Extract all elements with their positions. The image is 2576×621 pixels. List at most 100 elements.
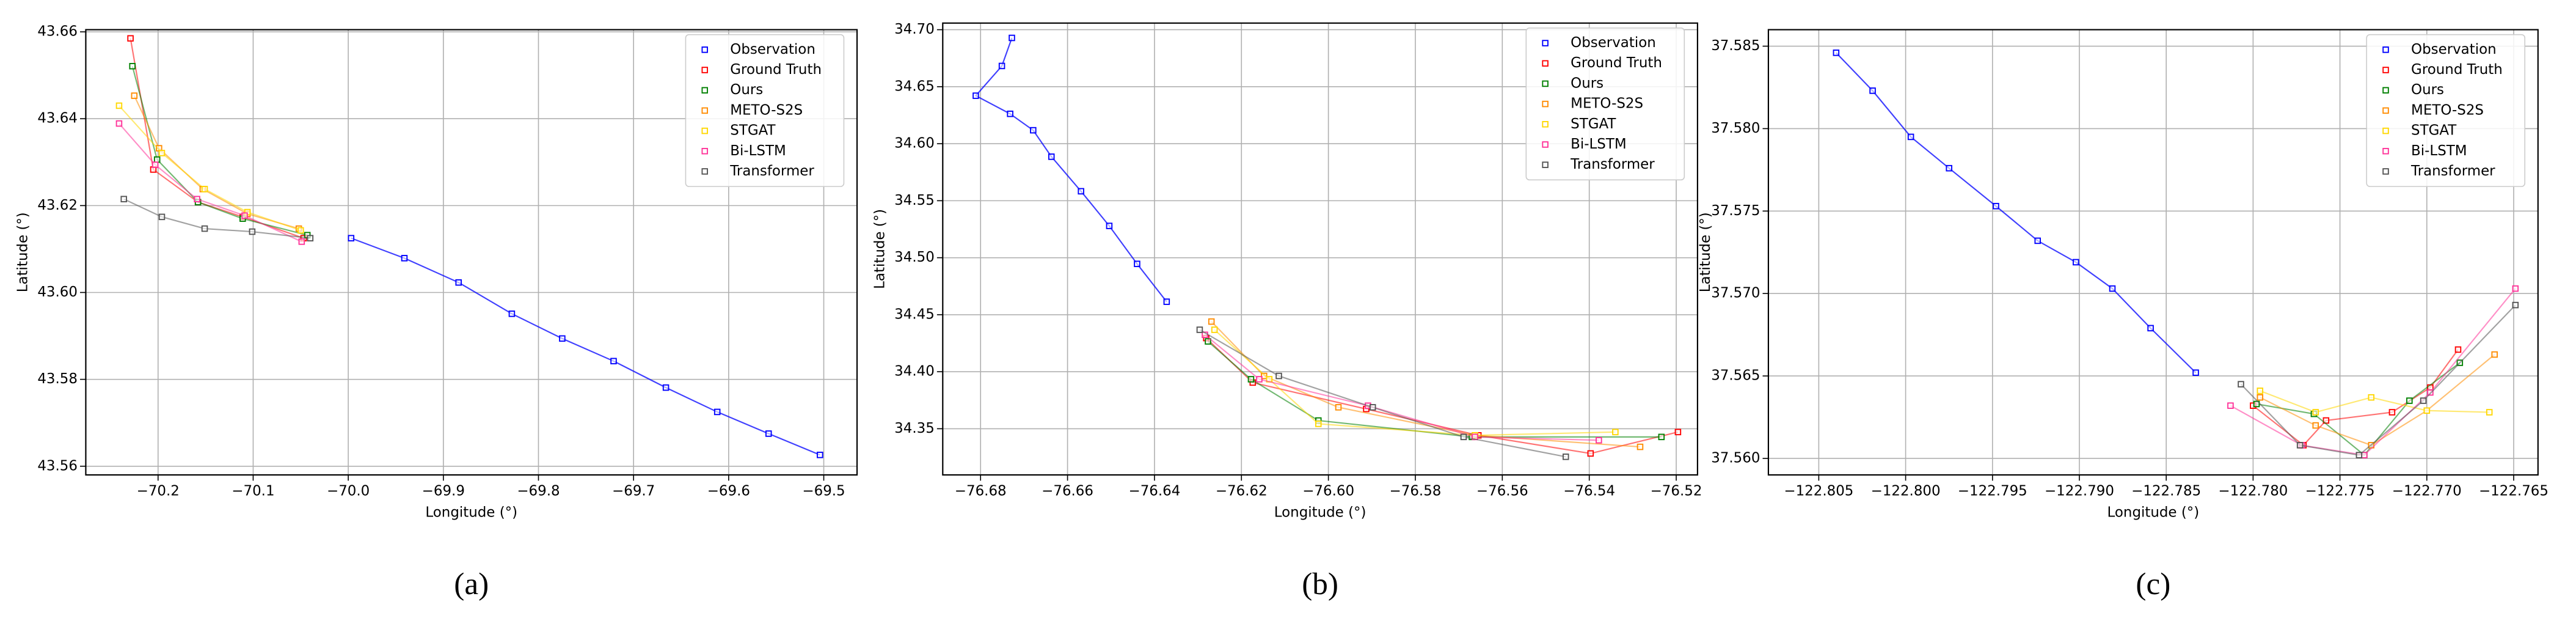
marker bbox=[2423, 407, 2431, 414]
marker bbox=[2034, 237, 2041, 244]
marker bbox=[1078, 188, 1084, 195]
marker bbox=[1009, 34, 1015, 42]
marker bbox=[1460, 433, 1467, 441]
legend-marker bbox=[701, 67, 709, 73]
series-line bbox=[1836, 52, 2197, 373]
marker bbox=[1562, 454, 1569, 460]
series-line bbox=[2260, 354, 2495, 446]
x-tick-label: −69.6 bbox=[707, 483, 750, 499]
marker bbox=[2491, 351, 2498, 358]
x-tick-label: −76.64 bbox=[1129, 483, 1181, 499]
legend-label: Ours bbox=[1571, 75, 1604, 91]
marker bbox=[241, 212, 248, 219]
marker bbox=[1869, 87, 1876, 94]
marker bbox=[2296, 442, 2304, 449]
legend-marker bbox=[701, 127, 709, 134]
legend-label: METO-S2S bbox=[730, 102, 803, 118]
marker bbox=[158, 150, 166, 156]
legend-marker bbox=[1542, 40, 1549, 46]
marker bbox=[158, 213, 166, 221]
legend-marker bbox=[2382, 107, 2389, 114]
y-tick-label: 34.70 bbox=[894, 21, 935, 37]
legend-label: Observation bbox=[1571, 35, 1656, 51]
x-tick-label: −76.52 bbox=[1651, 483, 1702, 499]
axes-frame bbox=[942, 22, 1698, 476]
legend-label: METO-S2S bbox=[1571, 96, 1643, 112]
x-tick-label: −122.795 bbox=[1958, 483, 2027, 499]
y-tick-label: 37.570 bbox=[1711, 285, 1760, 301]
marker bbox=[201, 186, 208, 193]
axes-frame bbox=[85, 29, 858, 476]
marker bbox=[131, 92, 138, 99]
legend-label: Bi-LSTM bbox=[1571, 136, 1626, 152]
marker bbox=[151, 161, 159, 168]
marker bbox=[2257, 388, 2264, 394]
y-tick-label: 37.580 bbox=[1711, 120, 1760, 136]
legend-marker bbox=[1542, 141, 1549, 148]
legend-label: Transformer bbox=[2410, 163, 2495, 179]
marker bbox=[298, 238, 305, 245]
y-tick-label: 37.575 bbox=[1711, 203, 1760, 219]
marker bbox=[1030, 127, 1037, 134]
legend-box bbox=[2366, 34, 2526, 187]
marker bbox=[1612, 428, 1619, 436]
x-tick-label: −76.68 bbox=[955, 483, 1007, 499]
legend-marker bbox=[701, 147, 709, 155]
legend-label: Bi-LSTM bbox=[2411, 143, 2467, 159]
y-tick-label: 43.60 bbox=[37, 284, 78, 300]
marker bbox=[2312, 409, 2319, 416]
plot-area bbox=[972, 34, 1682, 460]
legend-marker bbox=[701, 87, 709, 94]
marker bbox=[115, 120, 123, 127]
series-line bbox=[1207, 340, 1662, 438]
marker bbox=[2420, 397, 2427, 404]
legend-label: Observation bbox=[2411, 42, 2497, 57]
marker bbox=[2512, 285, 2519, 292]
caption: (b) bbox=[1302, 567, 1338, 601]
y-tick-label: 34.40 bbox=[894, 364, 935, 380]
marker bbox=[610, 358, 617, 365]
x-tick-label: −122.785 bbox=[2131, 483, 2201, 499]
x-tick-label: −122.765 bbox=[2479, 483, 2549, 499]
legend-marker bbox=[1542, 80, 1549, 87]
marker bbox=[2073, 259, 2079, 266]
marker bbox=[129, 62, 136, 70]
legend-marker bbox=[1542, 60, 1549, 67]
legend-marker bbox=[2382, 127, 2389, 134]
legend-label: STGAT bbox=[1571, 116, 1616, 132]
x-tick-label: −76.60 bbox=[1302, 483, 1354, 499]
marker bbox=[2238, 381, 2244, 388]
legend-label: STGAT bbox=[2411, 123, 2457, 139]
x-tick-label: −122.805 bbox=[1784, 483, 1853, 499]
y-axis-label: Latitude (°) bbox=[1698, 212, 1713, 292]
legend-marker bbox=[2382, 46, 2389, 53]
marker bbox=[127, 35, 134, 42]
series-line bbox=[119, 123, 302, 243]
series-line bbox=[2260, 390, 2490, 413]
marker bbox=[115, 102, 123, 109]
x-tick-label: −76.56 bbox=[1476, 483, 1528, 499]
legend-box bbox=[685, 34, 845, 187]
plot-area bbox=[115, 35, 823, 458]
marker bbox=[1369, 404, 1376, 411]
x-tick-label: −122.790 bbox=[2045, 483, 2114, 499]
marker bbox=[2227, 402, 2234, 409]
marker bbox=[1208, 318, 1215, 325]
series-line bbox=[351, 237, 820, 456]
marker bbox=[2486, 409, 2493, 416]
marker bbox=[194, 196, 200, 202]
marker bbox=[998, 62, 1005, 70]
x-tick-label: −122.800 bbox=[1871, 483, 1941, 499]
legend-marker bbox=[2382, 87, 2389, 94]
marker bbox=[1256, 376, 1263, 383]
marker bbox=[713, 408, 721, 416]
y-tick-label: 34.45 bbox=[894, 306, 935, 322]
marker bbox=[2192, 369, 2199, 376]
x-tick-label: −69.9 bbox=[422, 483, 465, 499]
marker bbox=[120, 196, 127, 202]
marker bbox=[1993, 202, 1999, 210]
y-tick-label: 43.64 bbox=[37, 111, 78, 127]
marker bbox=[2109, 285, 2116, 292]
legend-marker bbox=[701, 46, 709, 53]
legend: Observation Ground Truth Ours METO-S2S STGAT… bbox=[2366, 34, 2526, 187]
